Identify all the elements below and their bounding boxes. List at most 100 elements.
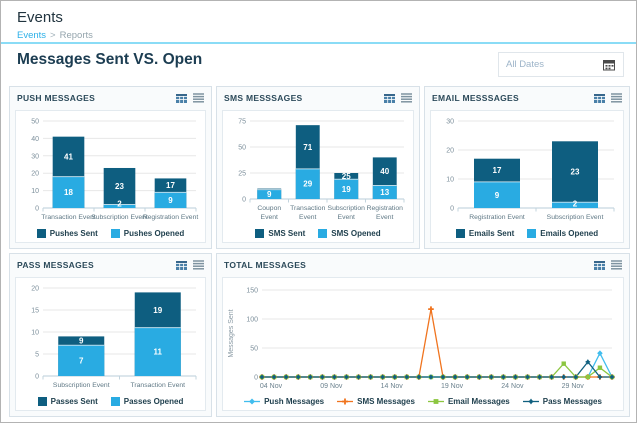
svg-text:15: 15 (31, 308, 39, 315)
legend-item[interactable]: Pushes Opened (110, 228, 184, 238)
svg-text:19 Nov: 19 Nov (441, 383, 464, 390)
breadcrumb-link-events[interactable]: Events (17, 30, 47, 41)
svg-text:0: 0 (450, 206, 454, 213)
svg-text:25: 25 (342, 172, 351, 181)
svg-text:Event: Event (261, 214, 278, 221)
legend-item[interactable]: SMS Opened (318, 228, 381, 238)
table-view-icon[interactable] (384, 93, 395, 103)
legend-item[interactable]: Passes Opened (110, 396, 184, 406)
legend-label: SMS Messages (357, 396, 415, 406)
svg-text:Event: Event (376, 214, 393, 221)
svg-text:20: 20 (31, 286, 39, 293)
legend-marker-icon (244, 398, 261, 404)
breadcrumb: Events > Reports (17, 30, 93, 41)
legend-swatch (37, 396, 47, 406)
panel-title: PUSH MESSAGES (17, 93, 96, 103)
chart-menu-icon[interactable] (193, 93, 204, 103)
table-view-icon[interactable] (176, 260, 187, 270)
svg-text:29 Nov: 29 Nov (562, 383, 585, 390)
breadcrumb-separator: > (50, 30, 56, 41)
legend-label: Pass Messages (542, 396, 602, 406)
chart-menu-icon[interactable] (611, 93, 622, 103)
svg-text:19: 19 (153, 306, 162, 315)
legend-item[interactable]: Push Messages (244, 397, 324, 406)
svg-text:09 Nov: 09 Nov (320, 383, 343, 390)
legend-item[interactable]: Email Messages (427, 397, 510, 406)
svg-text:Event: Event (299, 214, 316, 221)
table-view-icon[interactable] (176, 93, 187, 103)
legend-marker-icon (427, 398, 444, 404)
svg-text:04 Nov: 04 Nov (260, 383, 283, 390)
svg-text:2: 2 (573, 200, 578, 209)
panel-title: TOTAL MESSAGES (224, 260, 307, 270)
svg-text:71: 71 (303, 143, 312, 152)
svg-text:0: 0 (35, 206, 39, 213)
svg-text:Subscription Event: Subscription Event (547, 214, 604, 221)
date-filter[interactable]: All Dates (498, 52, 624, 77)
date-filter-value: All Dates (506, 59, 545, 70)
svg-text:11: 11 (154, 348, 163, 357)
panel-body: 0 25 50 75 9 Coupon Event 71 29 Transaction Event 2… (222, 110, 414, 243)
legend-item[interactable]: Pass Messages (522, 396, 602, 406)
legend-marker-icon (522, 398, 539, 404)
svg-text:Registration Event: Registration Event (469, 214, 525, 221)
pass-messages-chart: 0 5 10 15 20 9 7 Subscription Event 19 11 Transact… (31, 286, 197, 389)
table-view-icon[interactable] (594, 260, 605, 270)
svg-text:Messages Sent: Messages Sent (228, 309, 235, 357)
panel-body: 0 10 20 30 40 50 41 18 Transaction Event 23 2 Subsc… (15, 110, 206, 243)
svg-text:150: 150 (246, 288, 258, 295)
svg-text:40: 40 (31, 136, 39, 143)
panel-push-messages: PUSH MESSAGES 0 10 20 30 40 50 41 18 Transaction… (9, 86, 212, 249)
legend-swatch (318, 228, 328, 238)
svg-text:Transaction: Transaction (290, 205, 325, 212)
panel-title: SMS MESSSAGES (224, 93, 303, 103)
pass-messages-legend: Passes Sent Passes Opened (16, 393, 205, 409)
total-messages-legend: Push Messages SMS Messages Email Messages P… (223, 393, 623, 409)
svg-text:41: 41 (64, 152, 73, 161)
chart-menu-icon[interactable] (193, 260, 204, 270)
panel-body: 0 5 10 15 20 9 7 Subscription Event 19 11 Transact… (15, 277, 206, 411)
chart-menu-icon[interactable] (611, 260, 622, 270)
calendar-icon[interactable] (603, 59, 616, 71)
sms-messages-legend: SMS Sent SMS Opened (223, 225, 413, 241)
svg-text:Registration Event: Registration Event (143, 214, 199, 221)
legend-label: SMS Opened (331, 228, 381, 238)
legend-swatch (36, 228, 46, 238)
legend-swatch (110, 396, 120, 406)
svg-text:Coupon: Coupon (257, 205, 281, 212)
svg-text:29: 29 (303, 180, 312, 189)
legend-item[interactable]: Emails Opened (527, 228, 599, 238)
legend-item[interactable]: Pushes Sent (36, 228, 98, 238)
panel-body: 0 50 100 150 Messages Sent 04 Nov 09 Nov 14 Nov… (222, 277, 624, 411)
legend-label: Passes Sent (50, 396, 98, 406)
legend-label: Pushes Sent (49, 228, 98, 238)
svg-text:14 Nov: 14 Nov (381, 383, 404, 390)
email-messages-legend: Emails Sent Emails Opened (431, 225, 623, 241)
svg-text:5: 5 (35, 352, 39, 359)
breadcrumb-current: Reports (59, 30, 93, 41)
legend-label: Emails Opened (540, 228, 599, 238)
legend-item[interactable]: SMS Messages (337, 397, 415, 406)
chart-menu-icon[interactable] (401, 93, 412, 103)
header-divider (1, 42, 636, 44)
sms-messages-chart: 0 25 50 75 9 Coupon Event 71 29 Transaction Event 2… (238, 119, 405, 221)
legend-swatch (527, 228, 537, 238)
svg-text:30: 30 (31, 153, 39, 160)
svg-text:25: 25 (238, 171, 246, 178)
svg-text:18: 18 (64, 188, 73, 197)
legend-item[interactable]: Emails Sent (455, 228, 514, 238)
push-messages-chart: 0 10 20 30 40 50 41 18 Transaction Event 23 2 Subsc… (31, 119, 199, 222)
legend-label: Passes Opened (123, 396, 184, 406)
svg-text:9: 9 (79, 337, 84, 346)
svg-text:9: 9 (267, 190, 272, 199)
legend-item[interactable]: SMS Sent (255, 228, 305, 238)
svg-text:30: 30 (446, 119, 454, 126)
svg-text:23: 23 (115, 182, 124, 191)
svg-text:20: 20 (31, 171, 39, 178)
svg-text:2: 2 (117, 200, 122, 209)
table-view-icon[interactable] (594, 93, 605, 103)
svg-text:50: 50 (238, 145, 246, 152)
legend-item[interactable]: Passes Sent (37, 396, 98, 406)
svg-text:10: 10 (446, 177, 454, 184)
